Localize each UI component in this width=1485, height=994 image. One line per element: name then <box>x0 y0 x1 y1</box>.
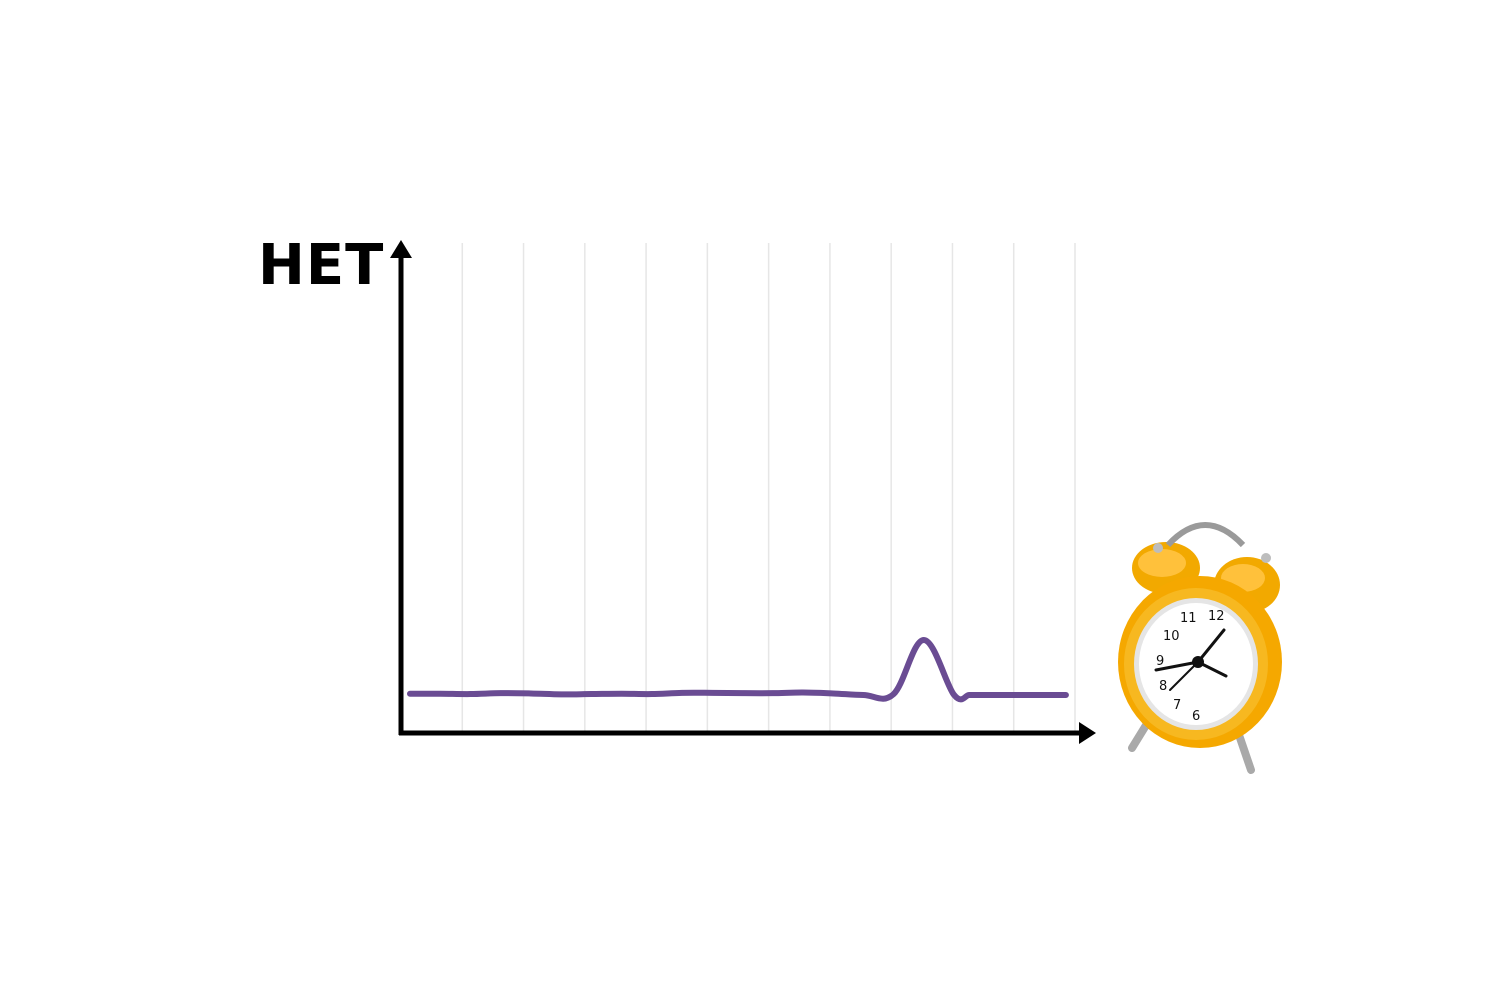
series-layer <box>407 637 1069 703</box>
x-axis-arrow <box>1079 722 1096 744</box>
y-axis-label: HET <box>258 233 385 298</box>
series-line <box>407 637 1069 703</box>
grid-lines <box>461 243 1076 733</box>
svg-text:11: 11 <box>1180 611 1197 626</box>
alarm-clock-icon: 12 11 10 9 8 7 6 <box>1118 522 1282 774</box>
svg-text:9: 9 <box>1156 654 1164 669</box>
svg-text:10: 10 <box>1163 629 1180 644</box>
svg-text:7: 7 <box>1173 698 1181 713</box>
axes <box>390 240 1096 744</box>
svg-text:6: 6 <box>1192 709 1200 724</box>
svg-text:8: 8 <box>1159 679 1167 694</box>
svg-text:12: 12 <box>1208 609 1225 624</box>
y-axis-arrow <box>390 240 412 258</box>
